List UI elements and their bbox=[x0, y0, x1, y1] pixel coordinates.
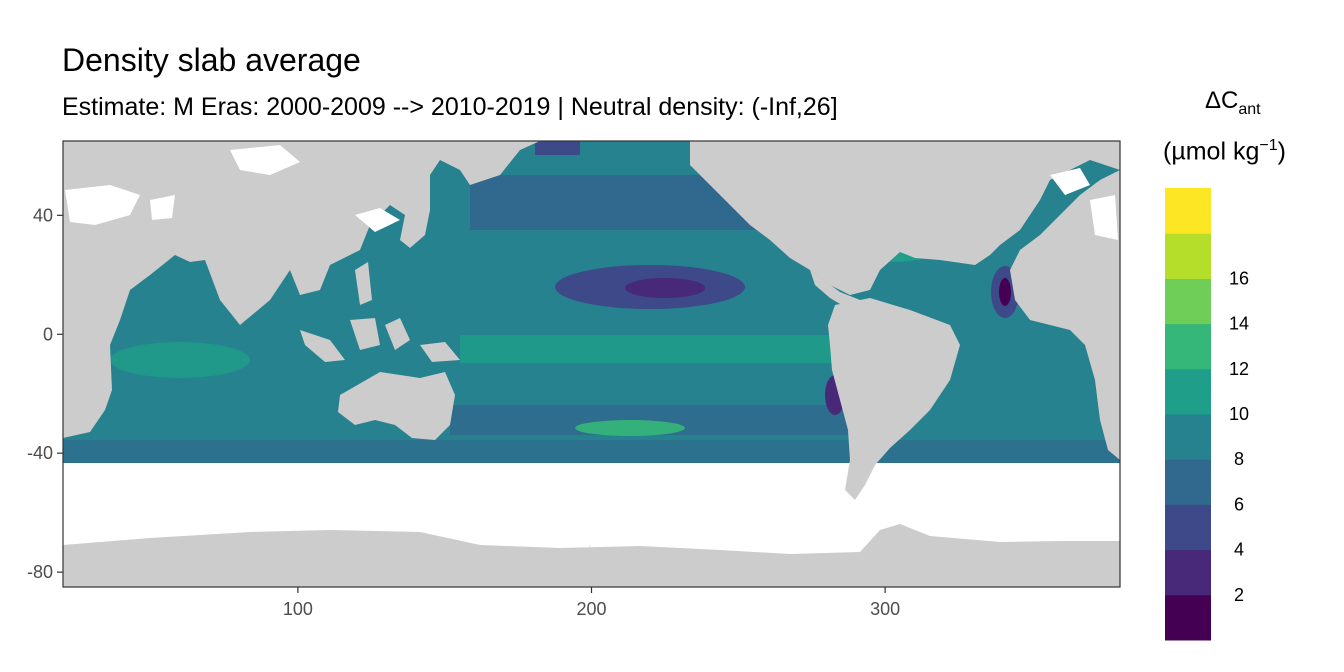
legend-units: (µmol kg−1) bbox=[1163, 137, 1286, 166]
x-tick-label: 300 bbox=[870, 599, 900, 619]
legend-swatch bbox=[1165, 233, 1211, 279]
legend-colorbar: 2 4 6 8 10 12 14 16 bbox=[1165, 188, 1249, 641]
legend-title-sub: ant bbox=[1238, 100, 1261, 118]
y-tick-label: 40 bbox=[33, 205, 53, 225]
map-subtitle: Estimate: M Eras: 2000-2009 --> 2010-201… bbox=[62, 93, 838, 121]
legend-units-prefix: (µmol kg bbox=[1163, 137, 1260, 166]
legend-swatch bbox=[1165, 323, 1211, 370]
y-tick-label: -80 bbox=[27, 562, 53, 582]
map-title: Density slab average bbox=[62, 42, 361, 78]
legend-label: 14 bbox=[1229, 314, 1249, 334]
legend-swatch bbox=[1165, 414, 1211, 460]
no-data-southern-band bbox=[63, 463, 1120, 545]
legend-swatch bbox=[1165, 594, 1211, 641]
x-axis: 100 200 300 bbox=[283, 587, 900, 619]
x-tick-label: 200 bbox=[576, 599, 606, 619]
legend-swatch bbox=[1165, 504, 1211, 551]
y-axis: 40 0 -40 -80 bbox=[27, 205, 63, 582]
legend-label: 12 bbox=[1229, 359, 1249, 379]
maritime-continent-islands bbox=[300, 262, 460, 362]
legend-label: 4 bbox=[1234, 540, 1244, 560]
legend-swatch bbox=[1165, 459, 1211, 505]
legend-swatch bbox=[1165, 188, 1211, 234]
japan-landmass bbox=[400, 200, 430, 248]
africa-eurasia-landmass bbox=[63, 141, 540, 438]
low-uptake-east-atlantic-core bbox=[999, 278, 1011, 306]
australia-landmass bbox=[338, 372, 455, 440]
ocean-band-equatorial bbox=[460, 335, 840, 363]
legend-label: 8 bbox=[1234, 449, 1244, 469]
south-america-landmass bbox=[828, 298, 960, 500]
low-uptake-core bbox=[625, 278, 705, 298]
high-uptake-south-pacific bbox=[575, 420, 685, 436]
x-tick-label: 100 bbox=[283, 599, 313, 619]
legend-swatch bbox=[1165, 278, 1211, 325]
arctic-low-uptake bbox=[535, 141, 580, 155]
greenland-landmass bbox=[930, 141, 1000, 168]
high-uptake-indian bbox=[110, 342, 250, 378]
legend-label: 2 bbox=[1234, 585, 1244, 605]
y-tick-label: -40 bbox=[27, 443, 53, 463]
antarctica-landmass bbox=[63, 524, 1120, 587]
legend-swatch bbox=[1165, 368, 1211, 415]
legend-units-suffix: ) bbox=[1277, 137, 1286, 166]
legend-units-sup: −1 bbox=[1259, 137, 1278, 154]
legend-label: 6 bbox=[1234, 494, 1244, 514]
legend-label: 10 bbox=[1229, 404, 1249, 424]
southern-boundary-band bbox=[63, 440, 1120, 463]
north-america-landmass bbox=[690, 141, 1120, 295]
legend-title-main: ΔC bbox=[1205, 87, 1239, 114]
legend-label: 16 bbox=[1229, 268, 1249, 288]
legend-title: ΔCant bbox=[1205, 87, 1261, 119]
no-data-patches bbox=[65, 145, 1118, 240]
y-tick-label: 0 bbox=[43, 324, 53, 344]
legend-swatch bbox=[1165, 549, 1211, 596]
africa-east-landmass bbox=[1010, 170, 1120, 460]
central-america-landmass bbox=[810, 270, 865, 312]
